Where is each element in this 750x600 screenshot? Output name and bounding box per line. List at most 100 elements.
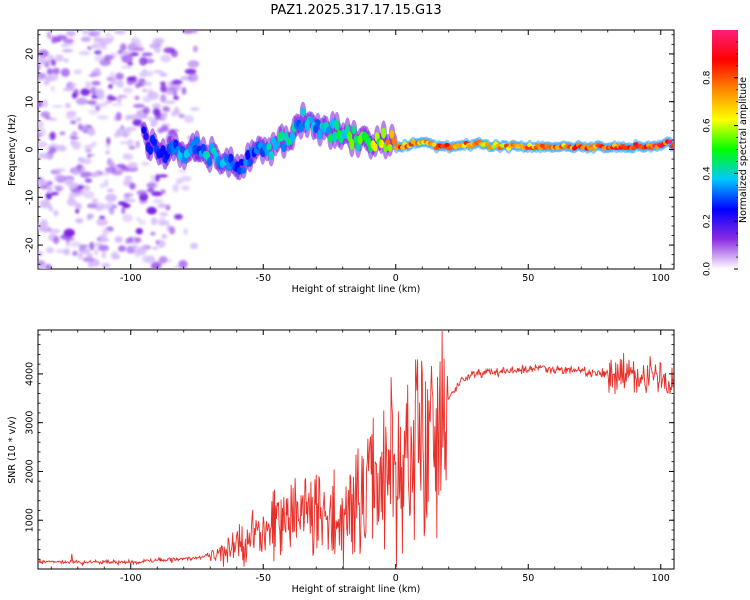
colorbar: 0.0 0.2 0.4 0.6 0.8 Normalized spectral ampl… bbox=[703, 30, 749, 276]
noise-blob bbox=[47, 185, 53, 194]
noise-blob bbox=[93, 248, 99, 256]
colorbar-tick-label: 0.8 bbox=[703, 70, 713, 85]
y-tick-label: 4000 bbox=[25, 362, 36, 386]
ridge-mark bbox=[431, 142, 437, 147]
ridge-mark bbox=[315, 119, 321, 128]
noise-blob bbox=[151, 103, 162, 108]
noise-blob bbox=[53, 168, 66, 173]
noise-blob bbox=[103, 54, 114, 61]
noise-blob bbox=[160, 125, 169, 132]
noise-blob bbox=[158, 256, 168, 264]
noise-blob bbox=[134, 237, 142, 243]
noise-blob bbox=[116, 80, 124, 88]
spectrogram-marks bbox=[38, 30, 674, 269]
noise-blob bbox=[193, 45, 198, 53]
noise-blob bbox=[48, 228, 61, 234]
noise-blob bbox=[121, 51, 132, 55]
noise-blob bbox=[118, 245, 126, 252]
noise-blob bbox=[49, 131, 56, 141]
noise-blob bbox=[90, 45, 100, 49]
ridge-mark bbox=[317, 129, 323, 140]
noise-blob bbox=[98, 244, 109, 252]
ridge-mark bbox=[353, 135, 359, 144]
noise-blob bbox=[45, 191, 52, 200]
noise-blob bbox=[160, 94, 167, 103]
noise-blob bbox=[109, 71, 116, 78]
noise-blob bbox=[127, 236, 134, 244]
noise-blob bbox=[105, 100, 113, 104]
noise-blob bbox=[153, 47, 162, 53]
noise-blob bbox=[142, 106, 150, 115]
noise-blob bbox=[80, 158, 92, 165]
noise-blob bbox=[115, 128, 124, 136]
noise-blob bbox=[73, 69, 83, 75]
ridge-mark bbox=[275, 140, 281, 148]
noise-blob bbox=[174, 213, 183, 220]
noise-blob bbox=[123, 87, 133, 94]
noise-blob bbox=[55, 249, 66, 254]
x-tick-label: -50 bbox=[255, 273, 271, 284]
noise-blob bbox=[45, 263, 52, 269]
noise-blob bbox=[138, 78, 146, 87]
noise-blob bbox=[55, 144, 67, 152]
noise-blob bbox=[142, 68, 147, 77]
noise-blob bbox=[38, 119, 44, 129]
noise-blob bbox=[78, 247, 90, 255]
noise-blob bbox=[89, 241, 95, 251]
noise-blob bbox=[77, 123, 83, 131]
noise-blob bbox=[134, 95, 140, 101]
noise-blob bbox=[114, 236, 123, 243]
noise-blob bbox=[111, 102, 123, 107]
ridge-mark bbox=[266, 142, 272, 150]
noise-blob bbox=[124, 114, 131, 121]
ridge-mark bbox=[241, 166, 247, 174]
x-tick-label: 0 bbox=[393, 273, 399, 284]
noise-blob bbox=[187, 73, 199, 82]
noise-blob bbox=[184, 68, 197, 75]
noise-blob bbox=[127, 139, 134, 147]
noise-blob bbox=[50, 59, 57, 67]
noise-blob bbox=[150, 119, 156, 128]
noise-blob bbox=[92, 198, 98, 205]
noise-blob bbox=[89, 172, 101, 176]
noise-blob bbox=[142, 95, 152, 103]
noise-blob bbox=[155, 240, 160, 245]
noise-blob bbox=[50, 85, 55, 92]
noise-blob bbox=[94, 202, 106, 210]
noise-blob bbox=[53, 236, 60, 245]
noise-blob bbox=[45, 247, 55, 254]
noise-blob bbox=[181, 87, 187, 95]
noise-blob bbox=[53, 175, 59, 182]
snr-ylabel: SNR (10 * v/v) bbox=[7, 416, 18, 484]
noise-blob bbox=[78, 50, 91, 56]
noise-blob bbox=[153, 70, 163, 74]
noise-blob bbox=[135, 43, 143, 49]
y-tick-label: 0 bbox=[25, 146, 36, 152]
noise-blob bbox=[173, 96, 180, 100]
noise-blob bbox=[144, 255, 156, 264]
ridge-mark bbox=[194, 136, 200, 145]
noise-blob bbox=[70, 83, 77, 87]
noise-blob bbox=[155, 174, 160, 183]
noise-blob bbox=[97, 115, 109, 120]
ridge-mark bbox=[270, 136, 276, 144]
noise-blob bbox=[70, 120, 77, 125]
x-tick-label: -100 bbox=[120, 273, 142, 284]
noise-blob bbox=[60, 68, 70, 77]
noise-blob bbox=[104, 166, 117, 174]
noise-blob bbox=[139, 56, 148, 66]
noise-blob bbox=[111, 250, 119, 260]
noise-blob bbox=[168, 90, 174, 94]
noise-blob bbox=[162, 106, 171, 113]
noise-blob bbox=[54, 54, 64, 62]
noise-blob bbox=[78, 244, 89, 248]
noise-blob bbox=[150, 174, 157, 181]
noise-blob bbox=[60, 43, 69, 48]
noise-blob bbox=[78, 253, 83, 260]
noise-blob bbox=[144, 81, 153, 87]
noise-blob bbox=[159, 211, 168, 217]
noise-blob bbox=[127, 43, 138, 52]
noise-blob bbox=[180, 175, 192, 182]
noise-blob bbox=[163, 47, 176, 54]
noise-blob bbox=[121, 54, 133, 64]
